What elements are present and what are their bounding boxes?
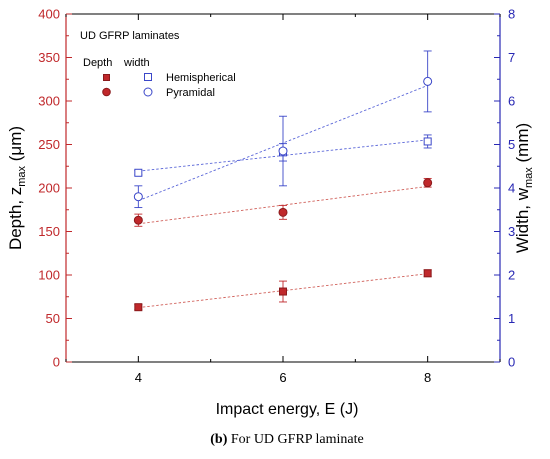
y-right-tick-label: 0	[508, 355, 515, 370]
legend-marker-depth-hemispherical	[103, 74, 110, 81]
legend-label-hemispherical: Hemispherical	[166, 72, 236, 84]
y-axis-label-left: Depth, zmax (μm)	[6, 126, 28, 250]
y-axis-label-right: Width, wmax (mm)	[513, 123, 535, 253]
point-width-hemispherical	[423, 137, 432, 146]
y-left-tick-label: 100	[38, 268, 60, 283]
y-left-tick-label: 50	[46, 311, 60, 326]
x-tick-label: 6	[279, 370, 286, 385]
axes: 4 6 8 0 50 100 150 200 250 300 350 400 0 1 2 3 4 5 6 7 8	[38, 7, 515, 386]
legend-header-width: width	[123, 57, 150, 69]
y-right-tick-label: 5	[508, 137, 515, 152]
point-depth-pyramidal	[423, 178, 433, 188]
legend: Depth width Hemispherical Pyramidal	[83, 57, 236, 99]
y-left-tick-label: 250	[38, 137, 60, 152]
y-right-tick-label: 4	[508, 181, 515, 196]
legend-label-pyramidal: Pyramidal	[166, 87, 215, 99]
x-axis-label: Impact energy, E (J)	[216, 401, 359, 418]
point-depth-pyramidal	[278, 207, 288, 217]
y-axis-label-right-base: Width, w	[513, 187, 532, 253]
point-width-pyramidal	[133, 192, 143, 202]
point-width-pyramidal	[278, 146, 288, 156]
y-axis-label-left-base: Depth, z	[6, 187, 25, 250]
data-points	[133, 76, 433, 312]
point-depth-pyramidal	[133, 215, 143, 225]
y-left-tick-label: 0	[53, 355, 60, 370]
chart-annotation: UD GFRP laminates	[80, 30, 180, 42]
y-axis-label-left-sub: max	[16, 165, 28, 186]
point-depth-hemispherical	[279, 287, 287, 296]
figure-caption-text: For UD GFRP laminate	[227, 432, 363, 447]
x-tick-label: 4	[135, 370, 142, 385]
legend-marker-width-hemispherical	[144, 73, 152, 81]
y-right-tick-label: 1	[508, 311, 515, 326]
y-left-tick-label: 350	[38, 50, 60, 65]
point-depth-hemispherical	[423, 269, 432, 278]
y-left-tick-label: 400	[38, 7, 60, 22]
error-bars	[134, 50, 432, 311]
y-left-tick-label: 300	[38, 94, 60, 109]
x-tick-label: 8	[424, 370, 431, 385]
y-left-tick-label: 200	[38, 181, 60, 196]
y-right-tick-label: 7	[508, 50, 515, 65]
y-right-tick-label: 6	[508, 94, 515, 109]
point-width-hemispherical	[134, 168, 143, 177]
y-axis-label-right-unit: (mm)	[513, 123, 532, 167]
point-width-pyramidal	[423, 76, 433, 86]
y-axis-label-left-unit: (μm)	[6, 126, 25, 166]
point-depth-hemispherical	[134, 303, 143, 312]
legend-header-depth: Depth	[83, 57, 112, 69]
legend-marker-depth-pyramidal	[102, 87, 111, 97]
y-left-tick-label: 150	[38, 224, 60, 239]
figure-caption-label: (b)	[210, 432, 227, 447]
legend-marker-width-pyramidal	[143, 87, 153, 97]
fit-line-width-pyramidal	[138, 84, 428, 202]
y-right-tick-label: 3	[508, 224, 515, 239]
y-right-tick-label: 2	[508, 268, 515, 283]
figure-caption: (b) For UD GFRP laminate	[210, 432, 364, 447]
y-right-tick-label: 8	[508, 7, 515, 22]
y-axis-label-right-sub: max	[523, 167, 535, 188]
